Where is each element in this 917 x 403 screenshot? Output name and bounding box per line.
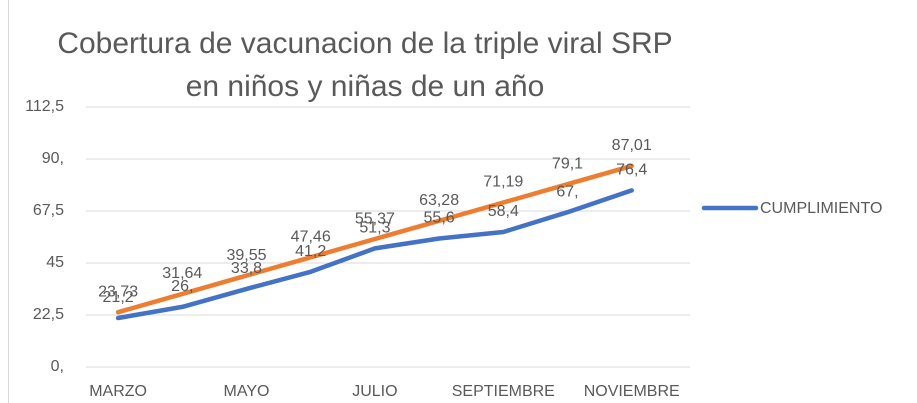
data-label: 76,4	[616, 162, 647, 179]
series-line	[115, 163, 634, 315]
data-label: 58,4	[488, 203, 519, 220]
data-label: 71,19	[483, 174, 523, 191]
data-label: 31,64	[162, 265, 202, 282]
data-label: 26,	[171, 278, 193, 295]
data-label: 79,1	[552, 155, 583, 172]
y-tick-label: 67,5	[33, 202, 64, 219]
data-label: 47,46	[291, 229, 331, 246]
x-tick-label: MAYO	[224, 383, 270, 400]
x-tick-label: SEPTIEMBRE	[452, 383, 555, 400]
y-tick-label: 90,	[42, 150, 64, 167]
data-label: 23,73	[98, 283, 138, 300]
data-label: 39,55	[226, 247, 266, 264]
chart-title: en niños y niñas de un año	[186, 70, 545, 103]
chart-title: Cobertura de vacunacion de la triple vir…	[57, 27, 672, 60]
y-tick-label: 45	[46, 254, 64, 271]
data-label: 67,	[556, 183, 578, 200]
data-label: 55,6	[424, 210, 455, 227]
data-label: 21,2	[103, 289, 134, 306]
x-tick-label: MARZO	[89, 383, 147, 400]
x-tick-label: JULIO	[352, 383, 397, 400]
data-label: 51,3	[359, 220, 390, 237]
data-label: 87,01	[612, 137, 652, 154]
series-line	[115, 188, 634, 321]
y-tick-label: 112,5	[25, 98, 64, 115]
data-label: 41,2	[295, 243, 326, 260]
legend-label: CUMPLIMIENTO	[760, 200, 882, 217]
y-tick-label: 22,5	[33, 306, 64, 323]
data-label: 55,37	[355, 210, 395, 227]
data-label: 63,28	[419, 192, 459, 209]
data-label: 33,8	[231, 260, 262, 277]
y-tick-label: 0,	[51, 358, 64, 375]
x-tick-label: NOVIEMBRE	[584, 383, 680, 400]
